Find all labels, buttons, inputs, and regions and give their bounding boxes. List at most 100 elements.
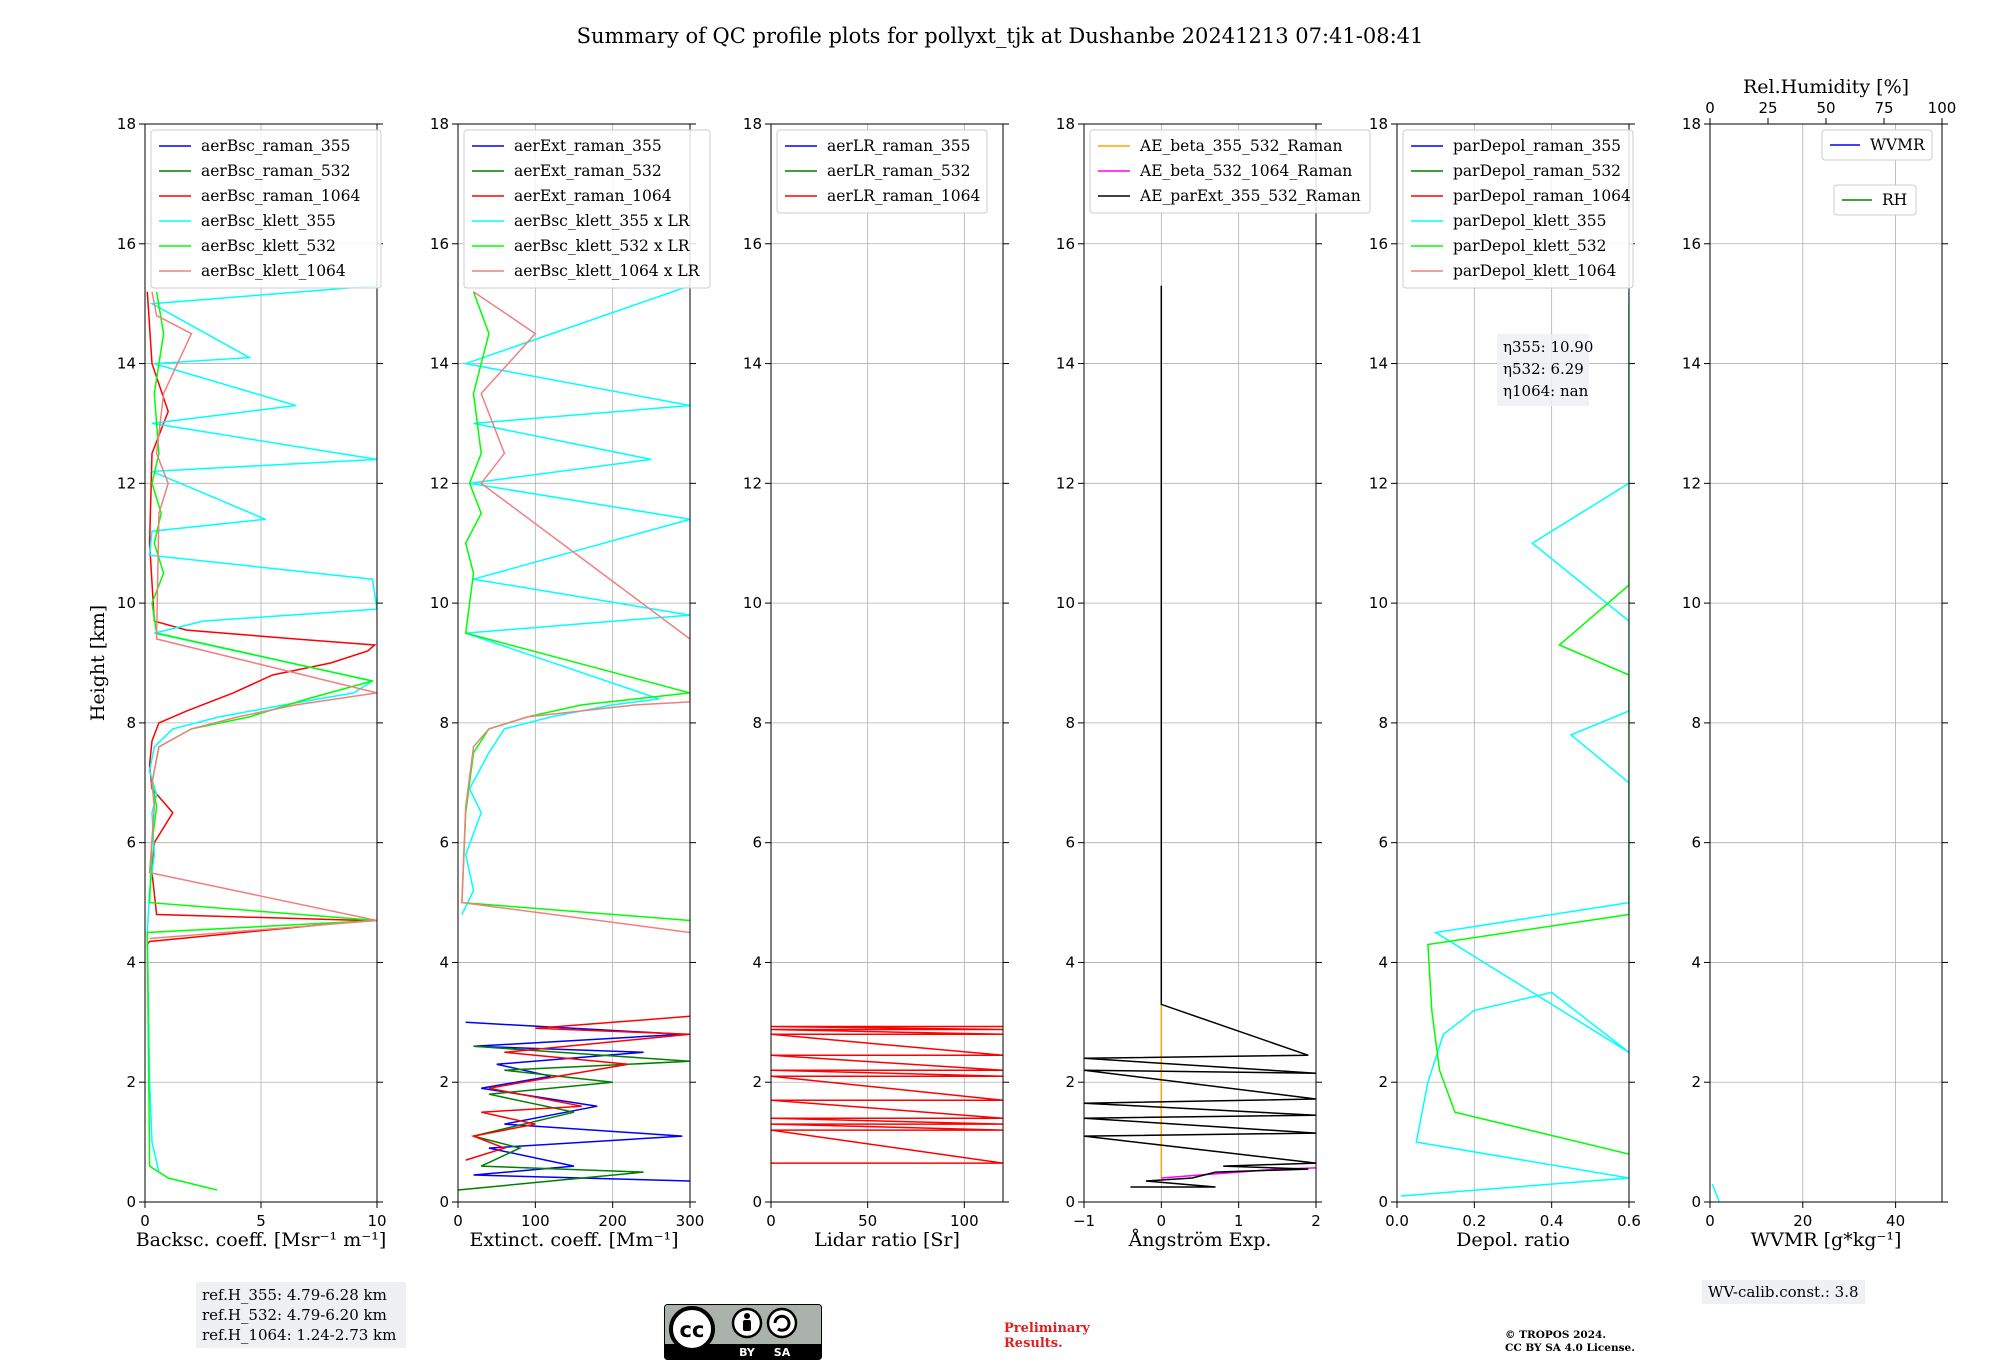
legend-entry: RH [1882, 191, 1907, 209]
x2-tick-label: 25 [1758, 99, 1777, 117]
reference-height-box: ref.H_355: 4.79-6.28 km ref.H_532: 4.79-… [196, 1282, 406, 1348]
legend-entry: aerExt_raman_355 [514, 137, 662, 155]
axes-frame [1396, 123, 1630, 1203]
y-tick-label: 16 [1056, 235, 1075, 253]
x-tick-label: 0 [766, 1212, 776, 1230]
series-line-3 [1084, 285, 1316, 1188]
legend-entry: AE_beta_532_1064_Raman [1139, 162, 1352, 180]
axes-frame [770, 123, 1004, 1203]
y-tick-label: 12 [1682, 474, 1701, 492]
y-tick-label: 10 [117, 594, 136, 612]
legend-box [1089, 129, 1371, 214]
legend-entry: AE_parExt_355_532_Raman [1139, 187, 1361, 205]
y-tick-label: 6 [1691, 834, 1701, 852]
y-tick-label: 10 [1056, 594, 1075, 612]
y-tick-label: 14 [1682, 355, 1701, 373]
x-axis-label: Lidar ratio [Sr] [814, 1229, 960, 1251]
panel-1: 0 5 10 0 2 4 6 8 10 12 14 16 18 Backsc. coeff. [Msr⁻¹… [87, 115, 387, 1251]
legend-entry: aerBsc_klett_355 [201, 212, 336, 230]
y-tick-label: 16 [1369, 235, 1388, 253]
y-tick-label: 10 [430, 594, 449, 612]
copyright-line-1: © TROPOS 2024. [1505, 1329, 1607, 1341]
y-tick-label: 0 [126, 1193, 136, 1211]
y-tick-label: 12 [743, 474, 762, 492]
x-tick-label: 10 [367, 1212, 386, 1230]
series-line-3 [146, 291, 377, 951]
series-line-3 [465, 1015, 690, 1161]
y-tick-label: 12 [117, 474, 136, 492]
grid [1083, 123, 1317, 1203]
sa-share-icon [766, 1307, 798, 1339]
y-tick-label: 18 [117, 115, 136, 133]
series-group [1711, 1183, 1721, 1202]
x-tick-label: 300 [676, 1212, 705, 1230]
series-group [1084, 285, 1316, 1188]
series-group [771, 1025, 1003, 1164]
panel-3: 0 50 100 0 2 4 6 8 10 12 14 16 18 Lidar ratio [Sr] aer… [743, 115, 1009, 1251]
x-tick-label: 5 [256, 1212, 266, 1230]
y-tick-label: 12 [1056, 474, 1075, 492]
y-tick-label: 0 [1065, 1193, 1075, 1211]
legend-entry: parDepol_klett_355 [1453, 212, 1606, 230]
series-line-5 [146, 291, 377, 1191]
y-tick-label: 2 [1065, 1073, 1075, 1091]
series-line-5 [1427, 303, 1629, 1155]
ref-height-532: ref.H_532: 4.79-6.20 km [202, 1306, 387, 1324]
legend-entry: aerLR_raman_1064 [827, 187, 980, 205]
series-group [146, 284, 377, 1191]
x-tick-label: −1 [1073, 1212, 1095, 1230]
x-tick-label: 0 [140, 1212, 150, 1230]
y-tick-label: 0 [752, 1193, 762, 1211]
eta-box-bg [1497, 334, 1589, 406]
x-tick-label: 0.0 [1385, 1212, 1409, 1230]
legend: parDepol_raman_355 parDepol_raman_532 parD… [1402, 129, 1634, 289]
series-line-6 [461, 291, 690, 934]
x-tick-label: 100 [950, 1212, 979, 1230]
y-tick-label: 12 [430, 474, 449, 492]
y-tick-label: 2 [439, 1073, 449, 1091]
x2-axis-label: Rel.Humidity [%] [1743, 76, 1909, 98]
y-tick-label: 8 [126, 714, 136, 732]
legend-box [1821, 129, 1933, 161]
panel-2: 0 100 200 300 0 2 4 6 8 10 12 14 16 18 Extinct. coeff.… [430, 115, 711, 1251]
y-tick-label: 16 [1682, 235, 1701, 253]
y-tick-label: 18 [1369, 115, 1388, 133]
grid [1709, 123, 1942, 1203]
legend-entry: parDepol_raman_532 [1453, 162, 1621, 180]
eta-annotation: η532: 6.29 [1503, 360, 1584, 378]
legend-entry: aerBsc_raman_355 [201, 137, 351, 155]
y-tick-label: 14 [430, 355, 449, 373]
eta-annotation: η1064: nan [1503, 382, 1589, 400]
y-tick-label: 2 [1691, 1073, 1701, 1091]
series-line-3 [1711, 1183, 1721, 1202]
y-tick-label: 4 [752, 953, 762, 971]
y-tick-label: 6 [752, 834, 762, 852]
legend-entry: aerBsc_klett_532 x LR [514, 237, 691, 255]
x-tick-label: 0 [1705, 1212, 1715, 1230]
x-tick-label: 0 [453, 1212, 463, 1230]
legend-box [463, 129, 711, 289]
legend: AE_beta_355_532_Raman AE_beta_532_1064_Ra… [1089, 129, 1371, 214]
x-axis-label: Ångström Exp. [1128, 1229, 1272, 1251]
series-line-2 [458, 1045, 690, 1191]
y-tick-label: 8 [752, 714, 762, 732]
legend-box [1402, 129, 1634, 289]
x-tick-label: 40 [1886, 1212, 1905, 1230]
x2-tick-label: 0 [1705, 99, 1715, 117]
legend-entry: aerBsc_raman_532 [201, 162, 351, 180]
series-group [458, 284, 690, 1191]
ref-height-355: ref.H_355: 4.79-6.28 km [202, 1286, 387, 1304]
y-tick-label: 0 [1378, 1193, 1388, 1211]
copyright-line-2: CC BY SA 4.0 License. [1505, 1342, 1635, 1354]
legend-entry: aerLR_raman_355 [827, 137, 970, 155]
copyright-note: © TROPOS 2024. CC BY SA 4.0 License. [1505, 1329, 1635, 1355]
y-tick-label: 6 [439, 834, 449, 852]
x-axis-label: WVMR [g*kg⁻¹] [1751, 1229, 1902, 1251]
legend-box [1833, 184, 1917, 216]
preliminary-note: Preliminary Results. [1004, 1321, 1090, 1351]
y-tick-label: 8 [1691, 714, 1701, 732]
y-tick-label: 8 [439, 714, 449, 732]
y-tick-label: 10 [743, 594, 762, 612]
